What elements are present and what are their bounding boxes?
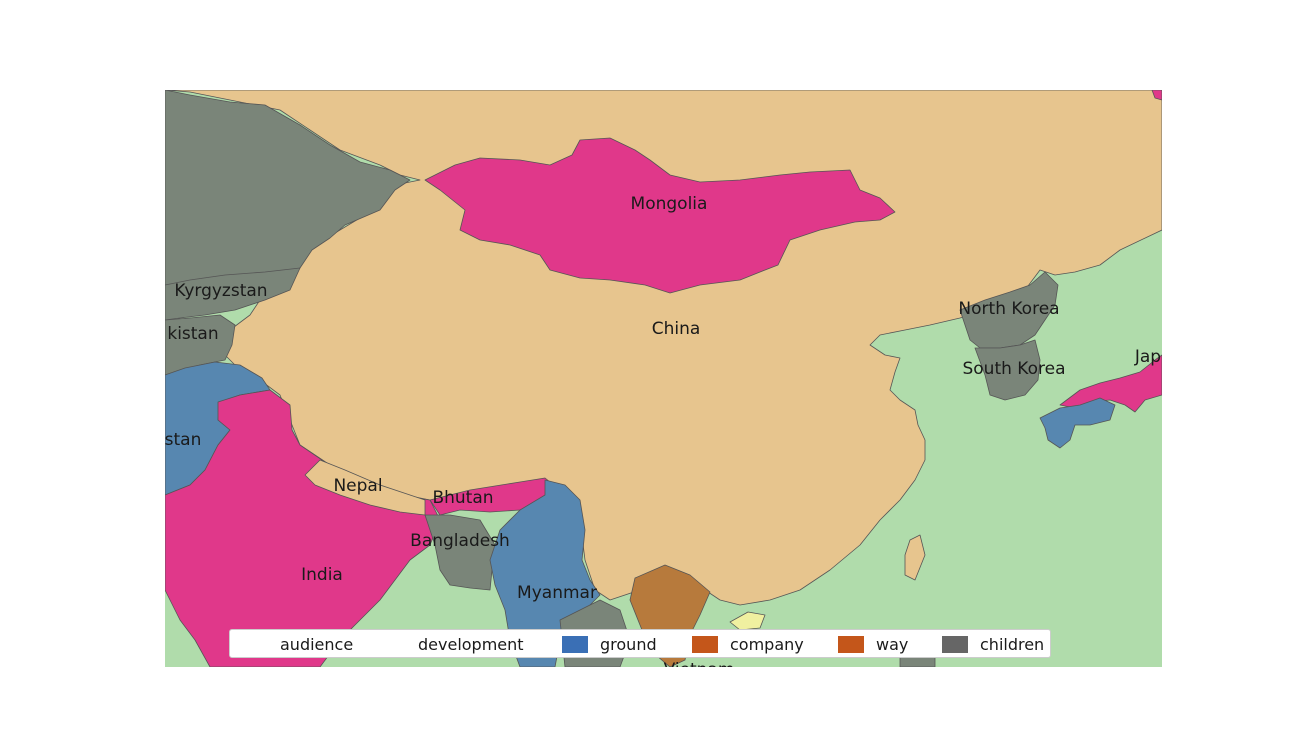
legend-entry-ground: ground (562, 634, 657, 654)
japan-south-region (1039, 397, 1116, 449)
legend-label: way (876, 634, 909, 654)
legend-label: company (730, 634, 804, 654)
bangladesh-region (424, 514, 496, 591)
legend-swatch (562, 635, 588, 653)
south-korea-region (974, 339, 1041, 401)
legend-swatch (942, 635, 968, 653)
label-myanmar: Myanmar (517, 583, 597, 603)
label-south-korea: South Korea (962, 359, 1065, 379)
map-frame: Mongolia China Kyrgyzstan kistan stan No… (165, 90, 1162, 667)
label-vietnam: Vietnam (664, 660, 735, 667)
legend-entry-development: development (380, 634, 524, 654)
sakhalin-island (1151, 90, 1162, 101)
mongolia-region (424, 137, 896, 294)
legend-entry-audience: audience (242, 634, 353, 654)
nepal-region (304, 459, 426, 516)
label-bangladesh: Bangladesh (410, 531, 510, 551)
legend-swatch (692, 635, 718, 653)
legend-entry-children: children (942, 634, 1044, 654)
label-tajikistan: kistan (167, 324, 218, 344)
kyrgyzstan-region (165, 267, 301, 321)
legend-swatch (242, 635, 268, 653)
legend-label: ground (600, 634, 657, 654)
hainan-island (729, 611, 766, 631)
map-legend: audience development ground company way … (229, 629, 1051, 658)
label-mongolia: Mongolia (631, 194, 708, 214)
north-korea-region (959, 271, 1059, 349)
label-india: India (301, 565, 343, 585)
label-nepal: Nepal (333, 476, 382, 496)
label-japan: Jap (1134, 347, 1161, 367)
label-china: China (652, 319, 701, 339)
legend-swatch (380, 635, 406, 653)
legend-label: children (980, 634, 1045, 654)
taiwan-island (904, 534, 926, 581)
legend-entry-way: way (838, 634, 908, 654)
label-kyrgyzstan: Kyrgyzstan (174, 281, 267, 301)
label-bhutan: Bhutan (432, 488, 493, 508)
legend-label: development (418, 634, 524, 654)
map-canvas: Mongolia China Kyrgyzstan kistan stan No… (165, 90, 1162, 667)
legend-label: audience (280, 634, 354, 654)
label-pakistan: stan (165, 430, 201, 450)
label-north-korea: North Korea (958, 299, 1059, 319)
legend-swatch (838, 635, 864, 653)
legend-entry-company: company (692, 634, 804, 654)
